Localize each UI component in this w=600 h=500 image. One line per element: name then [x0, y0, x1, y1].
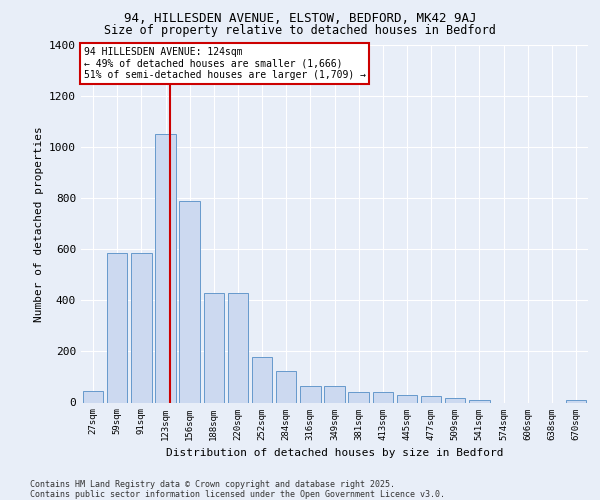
Bar [83, 391, 103, 402]
Bar [566, 400, 586, 402]
Bar [107, 253, 127, 402]
Bar [324, 386, 345, 402]
Text: Contains HM Land Registry data © Crown copyright and database right 2025.
Contai: Contains HM Land Registry data © Crown c… [30, 480, 445, 499]
Bar [373, 392, 393, 402]
Bar [155, 134, 176, 402]
Bar [203, 292, 224, 403]
Bar [445, 398, 466, 402]
Bar [276, 370, 296, 402]
Bar [469, 400, 490, 402]
Bar [227, 292, 248, 403]
Bar [421, 396, 442, 402]
Bar [397, 396, 417, 402]
Bar [131, 253, 152, 402]
Text: 94, HILLESDEN AVENUE, ELSTOW, BEDFORD, MK42 9AJ: 94, HILLESDEN AVENUE, ELSTOW, BEDFORD, M… [124, 12, 476, 26]
Y-axis label: Number of detached properties: Number of detached properties [34, 126, 44, 322]
Bar [349, 392, 369, 402]
Bar [252, 357, 272, 403]
Bar [179, 201, 200, 402]
Text: Size of property relative to detached houses in Bedford: Size of property relative to detached ho… [104, 24, 496, 37]
Text: 94 HILLESDEN AVENUE: 124sqm
← 49% of detached houses are smaller (1,666)
51% of : 94 HILLESDEN AVENUE: 124sqm ← 49% of det… [83, 47, 365, 80]
X-axis label: Distribution of detached houses by size in Bedford: Distribution of detached houses by size … [166, 448, 503, 458]
Bar [300, 386, 320, 402]
